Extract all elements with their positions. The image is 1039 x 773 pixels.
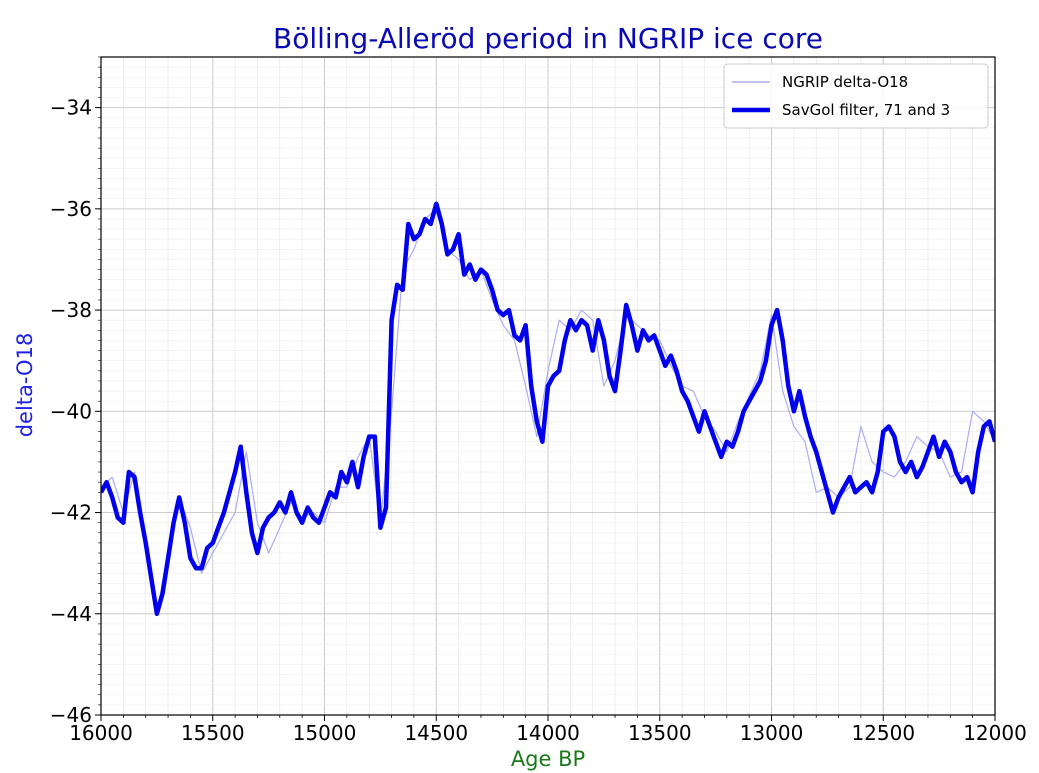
x-tick-label: 16000 bbox=[69, 721, 133, 745]
y-tick-label: −34 bbox=[50, 96, 92, 120]
series-line-raw bbox=[101, 208, 995, 615]
x-tick-label: 14500 bbox=[404, 721, 468, 745]
legend-label: NGRIP delta-O18 bbox=[782, 73, 908, 91]
x-tick-label: 15000 bbox=[293, 721, 357, 745]
x-tick-label: 14000 bbox=[516, 721, 580, 745]
axis-ticks: 16000 15500 15000 14500 14000 13500 13000 12500… bbox=[50, 56, 1027, 745]
y-tick-label: −46 bbox=[50, 703, 92, 727]
y-tick-label: −38 bbox=[50, 298, 92, 322]
x-axis-label: Age BP bbox=[511, 747, 585, 771]
x-tick-label: 12000 bbox=[963, 721, 1027, 745]
legend-box bbox=[723, 63, 989, 129]
x-tick-label: 15500 bbox=[181, 721, 245, 745]
legend: NGRIP delta-O18 SavGol filter, 71 and 3 bbox=[723, 63, 989, 129]
y-tick-label: −44 bbox=[50, 602, 92, 626]
y-tick-label: −40 bbox=[50, 399, 92, 423]
plot-area bbox=[101, 201, 995, 617]
x-tick-label: 12500 bbox=[851, 721, 915, 745]
x-tick-label: 13000 bbox=[740, 721, 804, 745]
x-tick-label: 13500 bbox=[628, 721, 692, 745]
legend-label: SavGol filter, 71 and 3 bbox=[782, 101, 950, 119]
y-tick-label: −36 bbox=[50, 197, 92, 221]
y-tick-label: −42 bbox=[50, 501, 92, 525]
chart-title: Bölling-Alleröd period in NGRIP ice core bbox=[273, 22, 823, 55]
series-line-savgol bbox=[101, 201, 995, 617]
y-axis-label: delta-O18 bbox=[13, 333, 37, 438]
